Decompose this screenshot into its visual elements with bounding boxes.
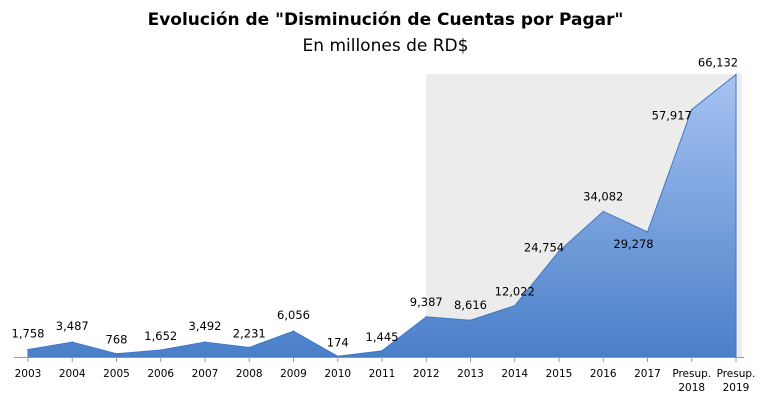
area-series (27, 73, 737, 358)
data-label-2005: 768 (106, 333, 128, 347)
x-tick-label: 2013 (457, 368, 484, 380)
x-tick-label: 2011 (369, 368, 396, 380)
data-point-2012 (425, 316, 428, 318)
x-tick-label: 2017 (634, 368, 661, 380)
data-point-2005 (115, 352, 118, 355)
data-label-2017: 29,278 (613, 237, 653, 251)
data-point-2014 (513, 304, 516, 307)
data-point-2016 (602, 210, 605, 213)
data-point-2007 (204, 341, 206, 343)
x-tick-label: 2014 (501, 368, 528, 380)
data-label-2003: 1,758 (12, 326, 45, 340)
data-point-2013 (469, 319, 472, 321)
data-label-2015: 24,754 (524, 240, 564, 254)
data-label-2010: 174 (327, 335, 349, 349)
data-point-presup-2018 (690, 108, 693, 111)
data-point-2003 (27, 348, 29, 351)
data-label-2006: 1,652 (144, 329, 177, 343)
x-tick-label: 2016 (590, 368, 617, 380)
chart-subtitle: En millones de RD$ (302, 36, 469, 56)
data-point-2008 (248, 346, 251, 349)
data-label-2004: 3,487 (56, 319, 89, 333)
data-label-presup-2019: 66,132 (698, 56, 738, 70)
x-tick-label: 2003 (15, 368, 42, 380)
data-point-2011 (381, 350, 383, 352)
x-tick-label: 2004 (59, 368, 86, 380)
x-tick-label: Presup. 2018 (672, 368, 711, 394)
data-point-2006 (159, 349, 162, 351)
data-label-2014: 12,022 (495, 285, 535, 299)
data-label-2016: 34,082 (583, 189, 623, 203)
data-label-2007: 3,492 (189, 319, 222, 333)
x-tick-label: 2010 (324, 368, 351, 380)
x-tick-label: 2012 (413, 368, 440, 380)
data-point-2009 (292, 330, 295, 332)
data-label-2009: 6,056 (277, 308, 310, 322)
data-label-2012: 9,387 (410, 295, 443, 309)
data-point-2004 (71, 341, 74, 343)
x-tick-label: 2007 (192, 368, 219, 380)
data-point-2017 (646, 231, 649, 233)
data-label-2011: 1,445 (366, 330, 399, 344)
x-tick-label: 2015 (546, 368, 573, 380)
x-tick-label: 2006 (147, 368, 174, 380)
data-point-2015 (558, 250, 560, 253)
x-tick-label: 2008 (236, 368, 263, 380)
x-tick-label: 2009 (280, 368, 307, 380)
chart-title: Evolución de "Disminución de Cuentas por… (147, 10, 624, 30)
data-point-presup-2019 (735, 73, 737, 76)
data-point-2010 (336, 355, 339, 358)
data-label-2013: 8,616 (454, 298, 487, 312)
x-tick-label: 2005 (103, 368, 130, 380)
data-label-2008: 2,231 (233, 326, 266, 340)
data-label-presup-2018: 57,917 (652, 109, 692, 123)
x-tick-label: Presup. 2019 (717, 368, 756, 394)
